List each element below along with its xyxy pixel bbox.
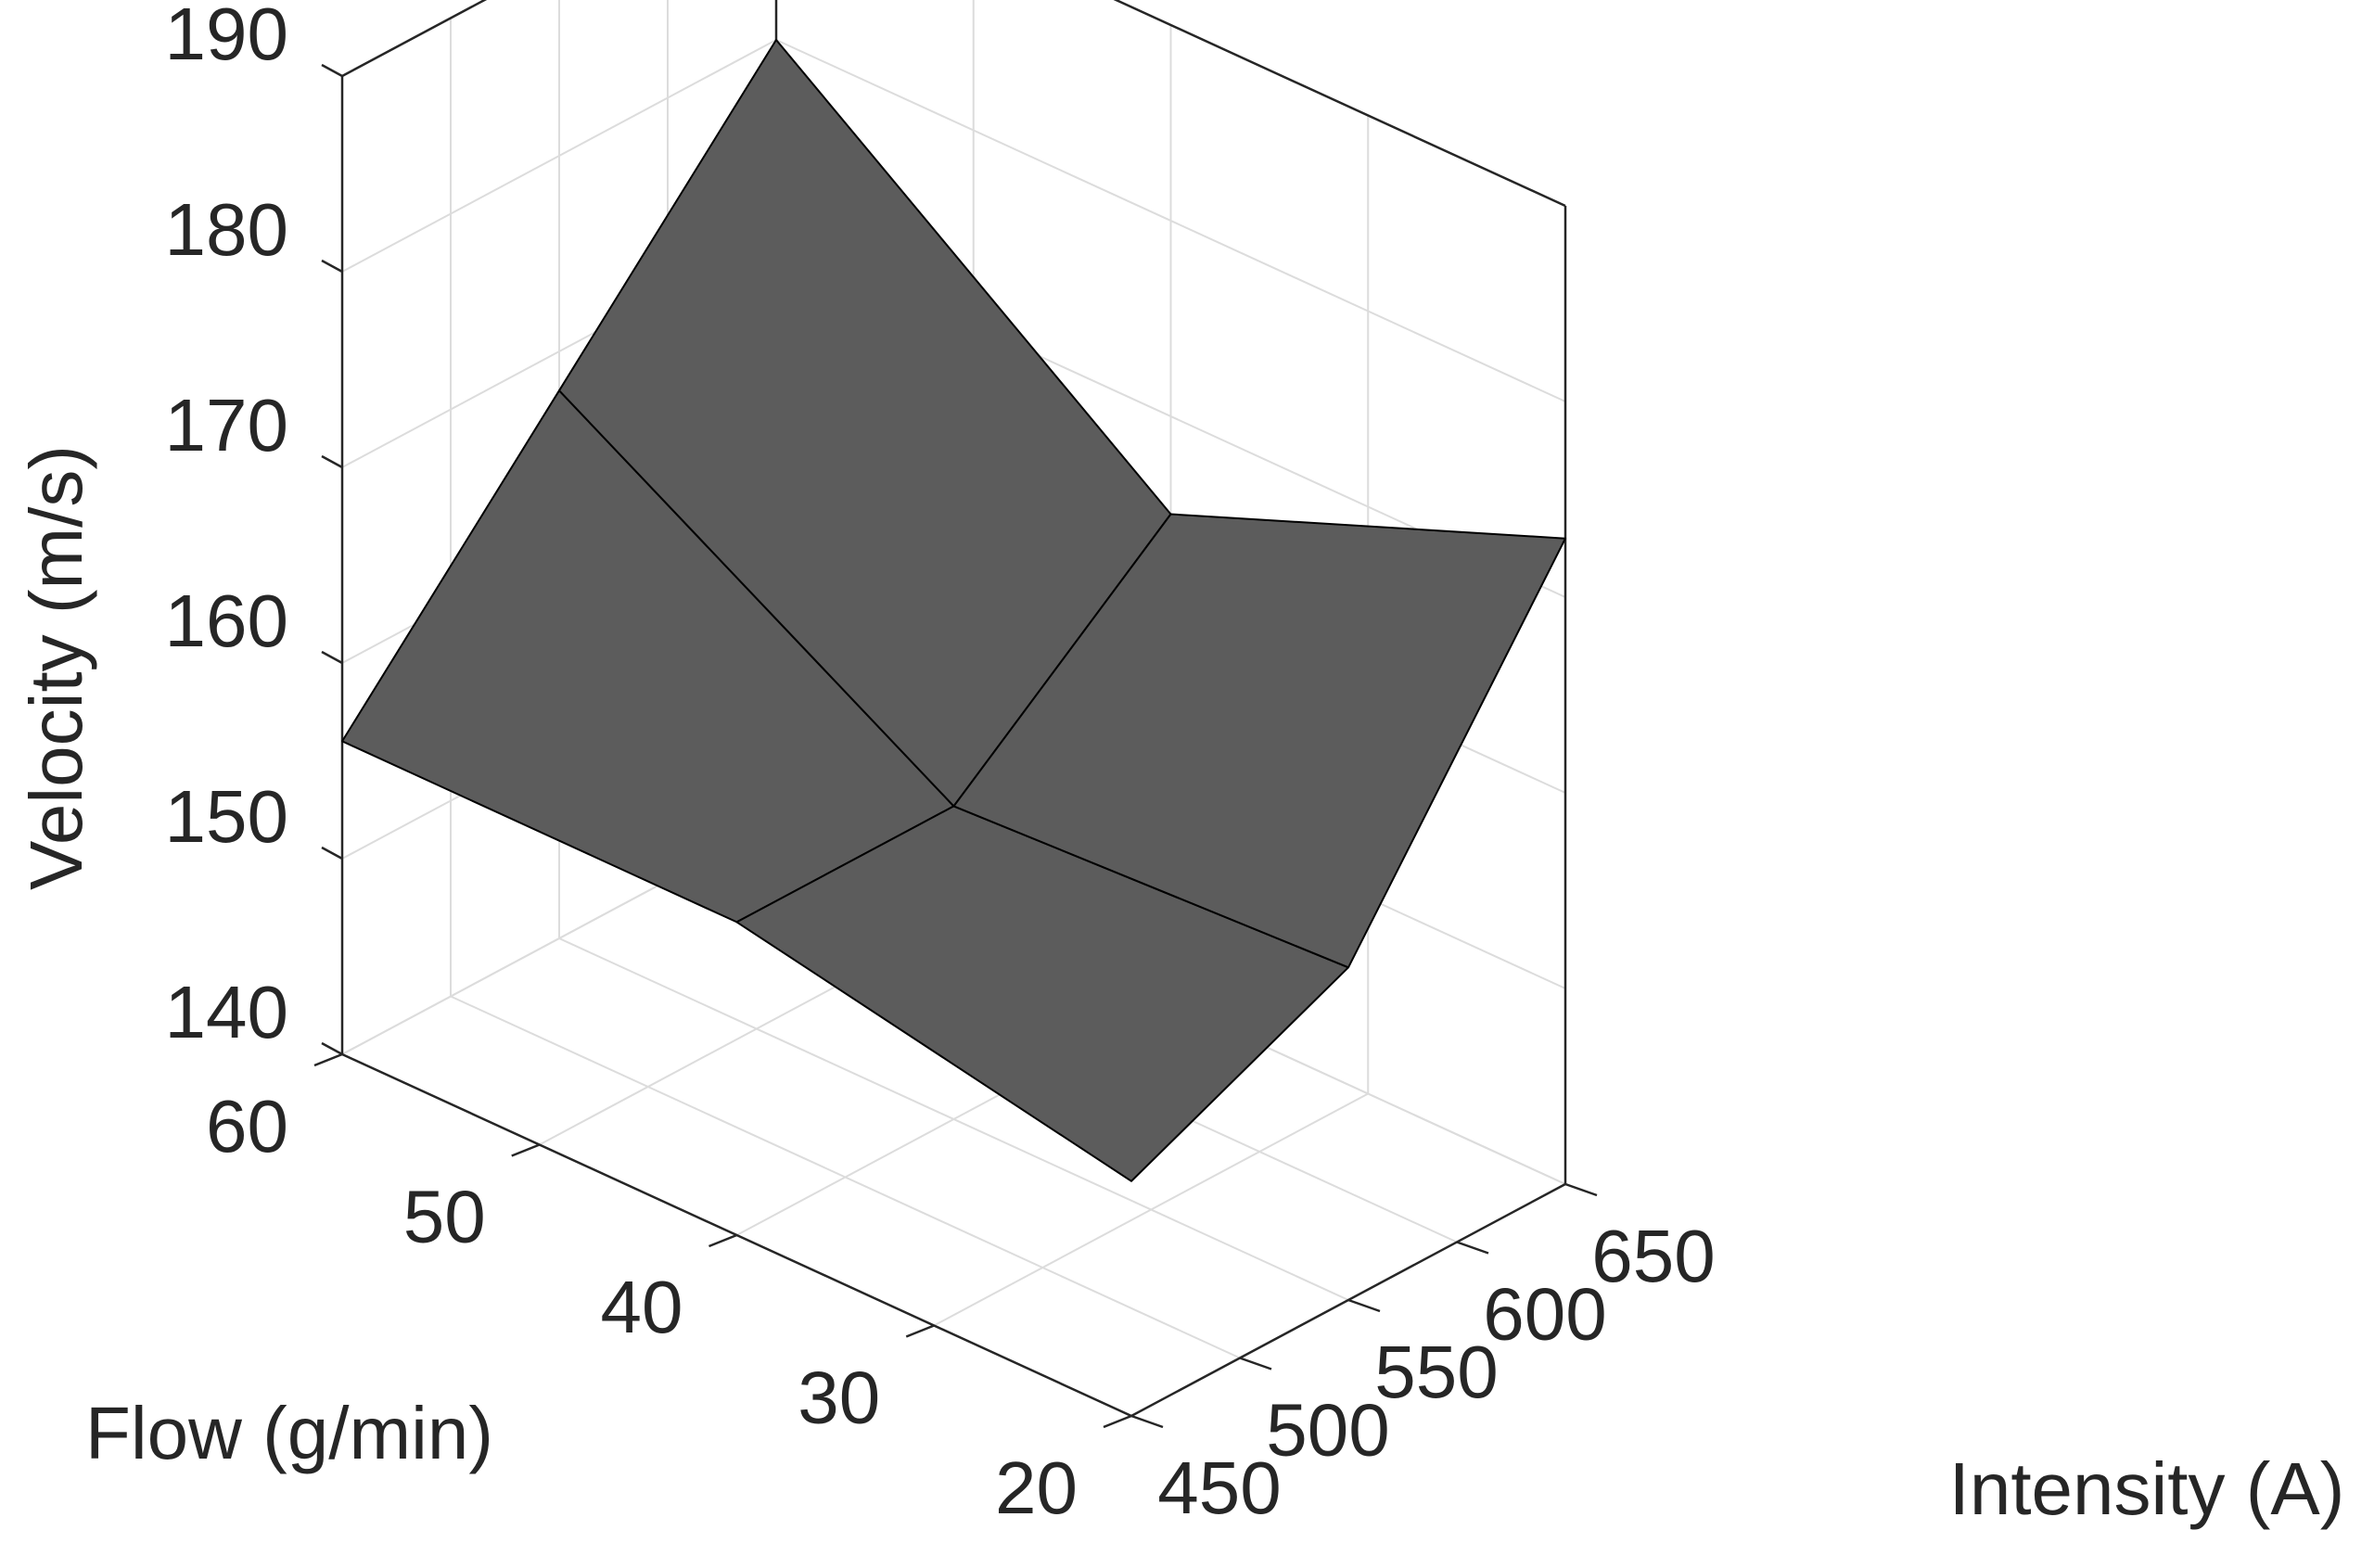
z-tick-label: 190	[165, 0, 288, 75]
x-tick-label: 600	[1483, 1273, 1606, 1356]
x-tick-label: 500	[1266, 1389, 1389, 1472]
z-axis-label: Velocity (m/s)	[15, 445, 97, 890]
x-tick	[1564, 1182, 1598, 1197]
y-tick	[708, 1233, 737, 1248]
z-tick	[321, 454, 343, 469]
y-tick-label: 30	[798, 1357, 880, 1439]
box-edge	[1113, 0, 1566, 208]
x-tick-label: 550	[1374, 1331, 1498, 1413]
grid-line	[341, 39, 777, 273]
x-tick	[1347, 1298, 1381, 1313]
z-tick-label: 150	[165, 775, 288, 858]
z-tick	[321, 650, 343, 665]
x-tick-label: 450	[1157, 1447, 1281, 1529]
grid-line	[933, 1092, 1369, 1327]
surface-layer	[341, 39, 1566, 1182]
x-tick	[1239, 1357, 1272, 1370]
z-tick-label: 140	[165, 971, 288, 1053]
surface-face	[952, 513, 1566, 969]
y-tick	[1103, 1414, 1132, 1429]
z-tick-label: 180	[165, 188, 288, 271]
y-tick	[313, 1052, 343, 1067]
z-tick	[321, 1041, 343, 1056]
z-tick-label: 160	[165, 580, 288, 662]
y-tick-label: 50	[403, 1176, 486, 1258]
z-tick	[321, 259, 343, 274]
x-tick	[1456, 1241, 1489, 1255]
z-tick	[321, 63, 343, 78]
x-tick	[1130, 1414, 1164, 1429]
y-tick	[905, 1324, 935, 1338]
grid-line	[775, 39, 1566, 402]
y-tick-label: 60	[206, 1085, 288, 1167]
y-tick-label: 20	[995, 1447, 1078, 1529]
x-tick-label: 650	[1591, 1215, 1715, 1297]
y-tick	[511, 1143, 541, 1157]
y-tick-label: 40	[601, 1266, 683, 1348]
y-axis-label: Flow (g/min)	[85, 1392, 493, 1474]
z-tick-label: 170	[165, 384, 288, 466]
z-tick	[321, 846, 343, 860]
x-axis-label: Intensity (A)	[1949, 1447, 2345, 1530]
box-edge	[341, 0, 488, 78]
